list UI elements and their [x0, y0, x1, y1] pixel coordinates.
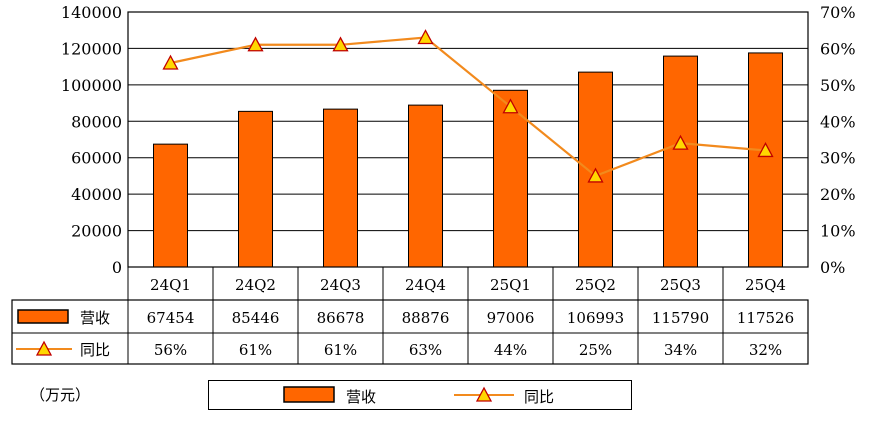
- left-axis-tick: 0: [112, 258, 122, 277]
- yoy-marker-24Q2: [247, 36, 264, 52]
- left-axis-tick: 120000: [61, 39, 122, 58]
- revenue-value: 88876: [402, 309, 450, 327]
- left-axis-tick: 140000: [61, 3, 122, 22]
- left-axis-tick: 60000: [71, 149, 122, 168]
- category-label: 25Q4: [745, 276, 786, 294]
- category-label: 25Q3: [660, 276, 701, 294]
- yoy-marker-25Q1: [502, 98, 519, 114]
- category-label: 25Q1: [490, 276, 531, 294]
- right-axis-tick: 40%: [820, 112, 856, 131]
- legend-marker-swatch: [475, 386, 493, 402]
- revenue-value: 115790: [652, 309, 709, 327]
- left-axis-tick: 20000: [71, 222, 122, 241]
- yoy-value: 63%: [409, 341, 442, 359]
- yoy-marker-25Q4: [757, 142, 774, 158]
- table-legend-bar: [17, 309, 69, 324]
- category-label: 24Q1: [150, 276, 191, 294]
- revenue-value: 85446: [232, 309, 280, 327]
- category-label: 25Q2: [575, 276, 616, 294]
- yoy-value: 32%: [749, 341, 782, 359]
- legend-bar-swatch: [283, 386, 335, 403]
- bar-25Q3: [663, 55, 698, 268]
- revenue-value: 106993: [567, 309, 624, 327]
- table-frame: [11, 299, 809, 365]
- left-axis-tick: 40000: [71, 185, 122, 204]
- right-axis-tick: 0%: [820, 258, 845, 277]
- yoy-value: 44%: [494, 341, 527, 359]
- bottom-legend: 营收 同比: [208, 380, 632, 410]
- right-axis-tick: 20%: [820, 185, 856, 204]
- right-axis-tick: 50%: [820, 76, 856, 95]
- right-axis-tick: 30%: [820, 149, 856, 168]
- category-label: 24Q2: [235, 276, 276, 294]
- revenue-value: 117526: [737, 309, 794, 327]
- yoy-value: 34%: [664, 341, 697, 359]
- legend-label-yoy: 同比: [524, 388, 554, 406]
- table-legend-revenue: 营收: [80, 309, 110, 327]
- yoy-marker-24Q1: [162, 54, 179, 70]
- bar-24Q4: [408, 104, 443, 268]
- bar-24Q3: [323, 108, 358, 268]
- combo-chart: 0 20000 40000 60000 80000 100000 120000 140000 0…: [11, 3, 856, 365]
- category-label: 24Q4: [405, 276, 446, 294]
- revenue-value: 67454: [147, 309, 195, 327]
- bar-25Q4: [748, 52, 783, 268]
- yoy-marker-24Q3: [332, 36, 349, 52]
- unit-label: （万元）: [30, 386, 91, 404]
- yoy-value: 25%: [579, 341, 612, 359]
- yoy-marker-25Q2: [587, 167, 604, 183]
- revenue-value: 86678: [317, 309, 365, 327]
- right-axis-tick: 60%: [820, 39, 856, 58]
- table-legend-yoy: 同比: [80, 341, 110, 359]
- right-axis-tick: 10%: [820, 222, 856, 241]
- left-axis-tick: 100000: [61, 76, 122, 95]
- category-label: 24Q3: [320, 276, 361, 294]
- bar-24Q2: [238, 110, 273, 268]
- bar-24Q1: [153, 143, 188, 268]
- yoy-marker-24Q4: [417, 29, 434, 45]
- right-axis-tick: 70%: [820, 3, 856, 22]
- legend-label-revenue: 营收: [346, 388, 376, 406]
- yoy-value: 56%: [154, 341, 187, 359]
- yoy-marker-25Q3: [672, 134, 689, 150]
- yoy-line: [170, 36, 766, 178]
- left-axis-tick: 80000: [71, 112, 122, 131]
- revenue-value: 97006: [487, 309, 535, 327]
- yoy-value: 61%: [324, 341, 357, 359]
- yoy-value: 61%: [239, 341, 272, 359]
- table-legend-marker: [35, 340, 53, 356]
